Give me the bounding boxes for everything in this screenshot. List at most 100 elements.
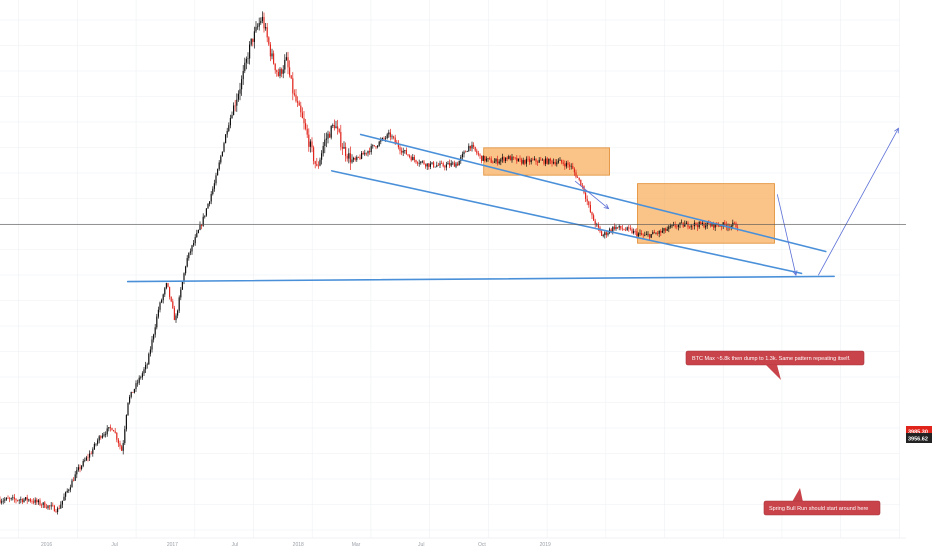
candle-body: [501, 157, 503, 160]
candle-body: [325, 138, 327, 140]
candle-body: [730, 225, 732, 228]
candle-body: [277, 71, 279, 77]
candle-body: [12, 497, 14, 498]
candle-body: [282, 69, 284, 74]
candle-body: [84, 460, 86, 461]
candle-body: [223, 143, 225, 152]
candle-body: [95, 443, 97, 445]
candle-body: [681, 222, 683, 224]
candle-body: [588, 201, 590, 206]
candle-body: [221, 151, 223, 157]
candle-body: [593, 215, 595, 221]
arrow-line-2: [776, 194, 797, 276]
candle-body: [218, 162, 220, 170]
candle-body: [233, 105, 235, 116]
candle-body: [583, 185, 585, 193]
candle-body: [490, 158, 492, 163]
candle-body: [516, 157, 518, 162]
candle-body: [205, 208, 207, 216]
candle-body: [313, 147, 315, 162]
candle-body: [149, 349, 151, 354]
candle-body: [737, 227, 739, 229]
candle-body: [353, 157, 355, 160]
candle-body: [562, 162, 564, 164]
candle-body: [637, 233, 639, 236]
candle-body: [445, 164, 447, 168]
candle-body: [545, 158, 547, 164]
candle-body: [225, 134, 227, 144]
candle-body: [135, 383, 137, 390]
candle-body: [644, 235, 646, 236]
candle-body: [303, 118, 305, 124]
candle-body: [465, 151, 467, 153]
arrows: [574, 127, 899, 277]
candle-body: [154, 327, 156, 335]
candle-body: [57, 508, 59, 512]
candle-body: [625, 229, 627, 231]
candle-body: [237, 93, 239, 100]
candle-body: [63, 496, 65, 501]
candle-body: [241, 79, 243, 90]
candle-body: [380, 140, 382, 142]
candle-body: [602, 235, 604, 236]
candle-body: [173, 308, 175, 321]
candle-body: [250, 38, 252, 45]
candle-body: [541, 159, 543, 161]
candle-body: [92, 449, 94, 454]
candle-body: [455, 163, 457, 167]
candle-body: [39, 500, 41, 505]
candle-body: [585, 192, 587, 199]
candle-body: [308, 134, 310, 147]
candle-body: [362, 152, 364, 155]
candle-body: [17, 500, 19, 501]
candle-body: [436, 165, 438, 167]
candle-body: [26, 497, 28, 501]
candle-body: [674, 224, 676, 227]
candle-body: [495, 159, 497, 162]
candle-body: [394, 137, 396, 143]
candle-body: [242, 70, 244, 80]
arrow-head-2: [792, 270, 798, 277]
candle-body: [554, 162, 556, 165]
candle-body: [652, 232, 654, 235]
candle-body: [159, 302, 161, 310]
candle-body: [618, 225, 620, 228]
candle-body: [477, 153, 479, 155]
candle-body: [164, 288, 166, 295]
candle-body: [257, 26, 259, 28]
candle-body: [279, 69, 281, 77]
callout-bull-run-pointer: [792, 488, 803, 502]
candles: [0, 11, 739, 515]
candle-body: [437, 165, 439, 166]
trendlines: [126, 133, 835, 283]
candle-body: [487, 158, 489, 159]
candle-body: [106, 428, 108, 435]
candle-body: [506, 157, 508, 159]
candle-body: [28, 499, 30, 501]
candle-body: [7, 497, 9, 499]
candle-body: [364, 152, 366, 155]
candle-body: [561, 159, 563, 163]
candle-body: [594, 220, 596, 225]
x-tick-label: Oct: [478, 542, 486, 548]
candle-body: [41, 504, 43, 506]
candle-body: [293, 93, 295, 95]
candle-body: [20, 499, 22, 500]
candle-body: [653, 232, 655, 234]
candle-body: [82, 460, 84, 466]
candle-body: [396, 142, 398, 143]
candle-body: [385, 138, 387, 139]
candle-body: [543, 159, 545, 164]
candle-body: [273, 53, 275, 64]
candle-body: [121, 446, 123, 451]
candle-body: [485, 158, 487, 161]
candle-body: [207, 203, 209, 209]
candle-body: [447, 163, 449, 165]
candle-body: [565, 162, 567, 167]
candle-body: [285, 57, 287, 60]
candle-body: [231, 115, 233, 119]
candle-body: [89, 453, 91, 458]
candle-body: [10, 497, 12, 499]
candle-body: [575, 172, 577, 178]
callout-max-pattern-text: BTC Max ~5.8k then dump to 1.3k. Same pa…: [692, 356, 851, 362]
